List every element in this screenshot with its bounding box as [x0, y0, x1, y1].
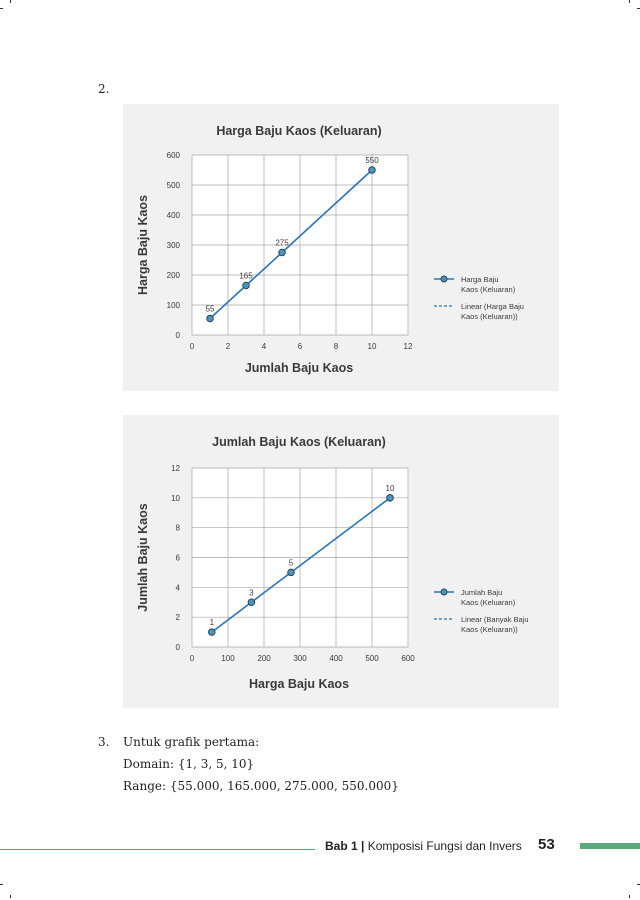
footer-separator: | — [361, 839, 365, 853]
y-tick-label: 500 — [167, 181, 181, 190]
chart-jumlah-baju-kaos: 0 100 200 300 400 500 600 0 2 4 6 8 10 12 Jumlah Baju … — [123, 415, 559, 708]
y-tick-label: 0 — [176, 331, 181, 340]
crop-mark-bottom-left-v — [10, 895, 11, 898]
item-number-2: 2. — [98, 82, 110, 96]
x-tick-label: 500 — [365, 654, 379, 663]
x-tick-label: 6 — [298, 342, 303, 351]
domain-value: {1, 3, 5, 10} — [177, 757, 255, 771]
data-label: 10 — [386, 484, 395, 493]
chart-2-svg: 0 100 200 300 400 500 600 0 2 4 6 8 10 12 Jumlah Baju … — [136, 435, 529, 691]
crop-mark-top-right — [637, 8, 640, 9]
x-tick-label: 200 — [257, 654, 271, 663]
chart-1-svg: 0 2 4 6 8 10 12 0 100 200 300 400 500 600 Harga Baju K… — [136, 124, 524, 375]
x-tick-label: 12 — [404, 342, 413, 351]
data-point — [386, 494, 394, 502]
legend-label-series: Harga Baju Kaos (Keluaran) — [461, 275, 516, 294]
answer-3-lines: Untuk grafik pertama: Domain: {1, 3, 5, … — [123, 731, 399, 797]
x-tick-label: 4 — [262, 342, 267, 351]
y-tick-label: 6 — [176, 554, 181, 563]
data-point — [287, 568, 295, 577]
data-label: 550 — [365, 156, 379, 165]
page-number: 53 — [538, 836, 555, 853]
footer-chapter-number: Bab 1 — [325, 839, 358, 853]
domain-line: Domain: {1, 3, 5, 10} — [123, 753, 399, 775]
footer-rule — [0, 849, 315, 850]
x-tick-label: 2 — [226, 342, 231, 351]
data-point — [242, 281, 250, 290]
item-number-3: 3. — [98, 735, 110, 749]
y-axis-title: Harga Baju Kaos — [136, 195, 150, 295]
y-tick-label: 10 — [171, 494, 180, 503]
crop-mark-top-right-v — [629, 0, 630, 3]
x-tick-label: 8 — [334, 342, 339, 351]
footer-chapter-title: Komposisi Fungsi dan Invers — [367, 839, 522, 853]
y-tick-label: 200 — [167, 271, 181, 280]
data-label: 165 — [239, 272, 253, 281]
legend-marker-series — [440, 588, 448, 596]
range-line: Range: {55.000, 165.000, 275.000, 550.00… — [123, 775, 399, 797]
series-line — [211, 497, 391, 633]
crop-mark-top-left-v — [10, 0, 11, 3]
y-tick-label: 12 — [171, 464, 180, 473]
range-label: Range: — [123, 779, 167, 793]
y-tick-label: 300 — [167, 241, 181, 250]
crop-mark-bottom-right — [637, 884, 640, 885]
x-tick-label: 300 — [293, 654, 307, 663]
x-tick-label: 10 — [368, 342, 377, 351]
x-tick-label: 100 — [221, 654, 235, 663]
chart-title: Jumlah Baju Kaos (Keluaran) — [212, 435, 386, 449]
chart-harga-baju-kaos: 0 2 4 6 8 10 12 0 100 200 300 400 500 600 Harga Baju K… — [123, 104, 559, 391]
y-tick-label: 400 — [167, 211, 181, 220]
data-point — [247, 598, 256, 606]
crop-mark-bottom-left — [0, 884, 3, 885]
legend-label-trend: Linear (Harga Baju Kaos (Keluaran)) — [461, 302, 524, 321]
data-label: 3 — [249, 588, 254, 597]
y-tick-label: 8 — [176, 524, 181, 533]
footer-accent-bar — [580, 843, 640, 849]
crop-mark-bottom-right-v — [629, 895, 630, 898]
data-point — [368, 166, 376, 174]
x-tick-label: 0 — [190, 342, 195, 351]
data-point — [278, 248, 286, 257]
data-label: 275 — [275, 239, 289, 248]
x-tick-label: 0 — [190, 654, 195, 663]
data-point — [206, 314, 214, 323]
domain-label: Domain: — [123, 757, 174, 771]
y-tick-label: 600 — [167, 151, 181, 160]
footer-chapter: Bab 1 | Komposisi Fungsi dan Invers — [325, 839, 522, 853]
range-value: {55.000, 165.000, 275.000, 550.000} — [169, 779, 399, 793]
y-tick-label: 0 — [176, 643, 181, 652]
data-label: 1 — [210, 618, 215, 627]
data-label: 5 — [289, 558, 294, 567]
x-axis-title: Jumlah Baju Kaos — [245, 361, 353, 375]
x-axis-title: Harga Baju Kaos — [249, 677, 349, 691]
data-point — [208, 628, 216, 636]
y-tick-label: 4 — [176, 583, 181, 592]
legend-label-trend: Linear (Banyak Baju Kaos (Keluaran)) — [461, 615, 529, 634]
y-tick-label: 2 — [176, 613, 181, 622]
legend-marker-series — [440, 275, 448, 283]
legend-label-series: Jumlah Baju Kaos (Keluaran) — [461, 588, 516, 607]
chart-title: Harga Baju Kaos (Keluaran) — [216, 124, 381, 138]
x-tick-label: 600 — [401, 654, 415, 663]
answer-intro: Untuk grafik pertama: — [123, 735, 260, 749]
data-label: 55 — [206, 305, 215, 314]
x-tick-label: 400 — [329, 654, 343, 663]
y-axis-title: Jumlah Baju Kaos — [136, 503, 150, 611]
series-line — [209, 169, 373, 320]
crop-mark-top-left — [0, 8, 3, 9]
y-tick-label: 100 — [167, 301, 181, 310]
